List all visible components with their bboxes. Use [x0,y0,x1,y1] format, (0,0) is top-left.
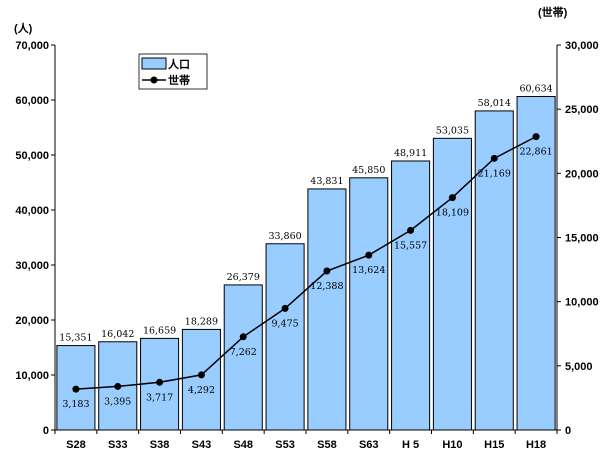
x-tick-label: H 5 [402,439,419,451]
bar-S43 [181,328,221,431]
households-point [114,382,122,390]
households-point [407,226,415,234]
households-point [281,304,289,312]
households-point [239,333,247,341]
bar-H5 [391,160,431,431]
households-point [197,371,205,379]
x-tick-label: S43 [192,439,212,451]
line-data-label: 3,717 [146,392,173,403]
line-data-label: 12,388 [310,281,343,292]
households-point [532,133,540,141]
right-tick-label: 25,000 [565,104,599,116]
households-point [72,385,80,393]
bar-data-label: 18,289 [185,316,218,327]
right-tick-label: 10,000 [565,297,599,309]
line-data-label: 4,292 [188,385,215,396]
households-point [490,154,498,162]
right-tick-label: 15,000 [565,233,599,245]
x-tick-label: S58 [317,439,337,451]
x-tick-label: S63 [359,439,379,451]
left-tick-label: 60,000 [15,95,49,107]
x-tick-label: S53 [275,439,295,451]
line-data-label: 3,395 [104,396,131,407]
left-axis-unit: (人) [14,21,33,35]
right-tick-label: 30,000 [565,40,599,52]
households-point [448,194,456,202]
left-tick-label: 40,000 [15,205,49,217]
bar-S58 [307,188,347,431]
bar-data-label: 48,911 [394,148,427,159]
right-tick-label: 5,000 [565,361,593,373]
households-line [75,135,537,390]
line-data-label: 9,475 [271,318,298,329]
bar-H10 [432,137,472,431]
x-tick-label: S48 [233,439,253,451]
bar-S48 [223,284,263,431]
right-axis-unit: (世帯) [538,5,568,19]
line-data-label: 18,109 [436,208,469,219]
bar-data-label: 53,035 [436,125,469,136]
line-data-label: 21,169 [478,168,511,179]
line-data-label: 15,557 [394,240,427,251]
left-tick-label: 70,000 [15,40,49,52]
plot-area: 0 10,000 20,000 30,000 40,000 50,000 60,000 70,… [15,40,598,451]
bar-data-label: 58,014 [478,98,511,109]
households-point [365,251,373,259]
households-point [156,378,164,386]
left-tick-label: 20,000 [15,315,49,327]
right-tick-label: 0 [565,425,571,437]
bar-data-label: 16,042 [101,329,134,340]
line-data-label: 3,183 [62,399,89,410]
left-tick-label: 50,000 [15,150,49,162]
x-tick-label: S33 [108,439,128,451]
x-tick-label: S38 [150,439,170,451]
x-tick-label: H10 [442,439,462,451]
legend-line-marker [150,76,158,84]
bar-data-label: 43,831 [310,176,343,187]
bar-S63 [349,177,389,431]
legend: 人口 世帯 [138,53,208,90]
legend-line-label: 世帯 [168,73,190,87]
left-tick-label: 0 [43,425,49,437]
legend-bar-swatch [141,57,167,70]
bar-data-label: 60,634 [519,84,552,95]
line-data-label: 22,861 [519,147,552,158]
bar-S53 [265,243,305,431]
legend-bar-label: 人口 [168,57,190,71]
bar-data-label: 33,860 [268,231,301,242]
bar-data-label: 45,850 [352,165,385,176]
bar-data-label: 26,379 [227,272,260,283]
line-data-label: 13,624 [352,265,385,276]
line-data-label: 7,262 [230,347,257,358]
x-tick-label: S28 [66,439,86,451]
households-point [323,267,331,275]
bar-H18 [516,96,556,431]
left-tick-label: 30,000 [15,260,49,272]
x-tick-label: H15 [484,439,504,451]
x-tick-label: H18 [526,439,546,451]
bar-data-label: 15,351 [59,333,92,344]
left-tick-label: 10,000 [15,370,49,382]
right-tick-label: 20,000 [565,168,599,180]
bar-data-label: 16,659 [143,325,176,336]
